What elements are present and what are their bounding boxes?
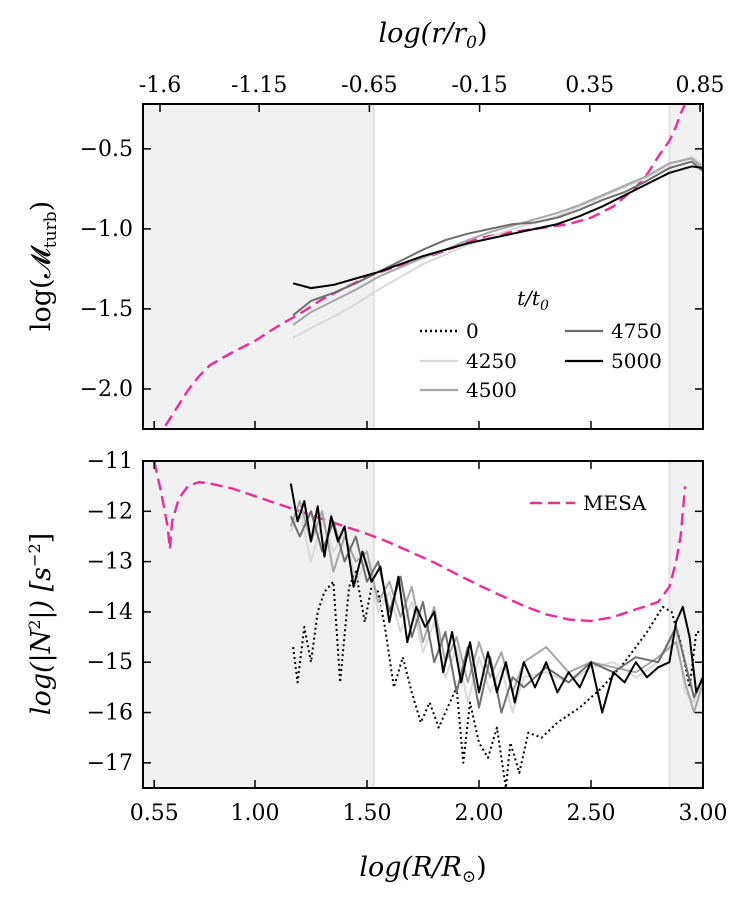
bottom-ytick-label: −14 (87, 600, 133, 625)
bottom-tick-marks: −17 −16 −15 −14 −13 −12 −11 0.55 1.00 1.50 2.00 2.5… (87, 449, 728, 826)
bottom-series-mesa (153, 461, 687, 623)
bottom-xtick-label: 0.55 (130, 801, 179, 826)
bottom-x-axis-label: log(R/R⊙) (359, 852, 486, 887)
legend-label-4250: 4250 (466, 349, 517, 373)
bottom-ytick-label: −17 (87, 751, 133, 776)
top-series-4250 (292, 155, 703, 339)
top-axis-tick-label: -0.65 (341, 73, 397, 98)
top-panel: −2.0 −1.5 −1.0 −0.5 -1.6 -1.15 -0.65 -0.15 0.35… (26, 18, 725, 430)
bottom-series-4750 (289, 510, 703, 714)
bottom-ytick-label: −13 (87, 550, 133, 575)
top-ytick-label: −1.5 (80, 297, 133, 322)
bottom-xtick-label: 2.00 (455, 801, 504, 826)
top-tick-marks: −2.0 −1.5 −1.0 −0.5 (80, 137, 704, 429)
top-axis-tick-label: -1.15 (231, 73, 287, 98)
top-y-axis-label: log(𝓜turb) (26, 201, 61, 331)
top-axis-tick-label: 0.85 (676, 73, 725, 98)
top-legend: t/t0 0 4250 4500 4750 5000 (420, 286, 662, 402)
bottom-xtick-label: 1.50 (343, 801, 392, 826)
top-axis-tick-label: -0.15 (451, 73, 507, 98)
top-axes-frame (142, 103, 704, 430)
top-x-axis-ticks: -1.6 -1.15 -0.65 -0.15 0.35 0.85 (139, 73, 725, 112)
top-series-4750 (292, 160, 703, 317)
bottom-shaded-region-0 (143, 461, 374, 788)
top-series-lines (164, 104, 703, 427)
top-shaded-regions (143, 104, 703, 429)
top-x-axis-label: log(r/r0) (379, 18, 488, 53)
top-axis-tick-label: 0.35 (565, 73, 614, 98)
legend-label-4750: 4750 (611, 319, 662, 343)
bottom-y-axis-label: log(|N2|) [s−2] (25, 533, 57, 715)
legend-label-4500: 4500 (466, 378, 517, 402)
bottom-legend: MESA (530, 491, 647, 515)
top-shaded-region-0 (143, 104, 374, 429)
legend-label-0: 0 (466, 319, 479, 343)
bottom-legend-label-mesa: MESA (583, 491, 647, 515)
bottom-xtick-label: 1.00 (231, 801, 280, 826)
bottom-series-lines (153, 461, 703, 788)
top-ytick-label: −2.0 (80, 377, 133, 402)
top-ytick-label: −0.5 (80, 137, 133, 162)
bottom-axes-frame (142, 460, 704, 789)
top-ytick-label: −1.0 (80, 217, 133, 242)
top-series-5000 (292, 165, 703, 290)
top-series-4500 (292, 157, 703, 326)
bottom-xtick-label: 2.50 (567, 801, 616, 826)
legend-label-5000: 5000 (611, 349, 662, 373)
bottom-ytick-label: −12 (87, 499, 133, 524)
top-series-mesa (164, 104, 687, 427)
top-shaded-region-1 (669, 104, 703, 429)
bottom-ytick-label: −15 (87, 650, 133, 675)
top-axis-tick-label: -1.6 (139, 73, 181, 98)
bottom-series-5000 (289, 483, 703, 714)
bottom-xtick-label: 3.00 (679, 801, 728, 826)
bottom-ytick-label: −11 (87, 449, 133, 474)
bottom-panel: −17 −16 −15 −14 −13 −12 −11 0.55 1.00 1.50 2.00 2.5… (25, 449, 727, 887)
legend-title: t/t0 (517, 286, 549, 314)
bottom-ytick-label: −16 (87, 701, 133, 726)
